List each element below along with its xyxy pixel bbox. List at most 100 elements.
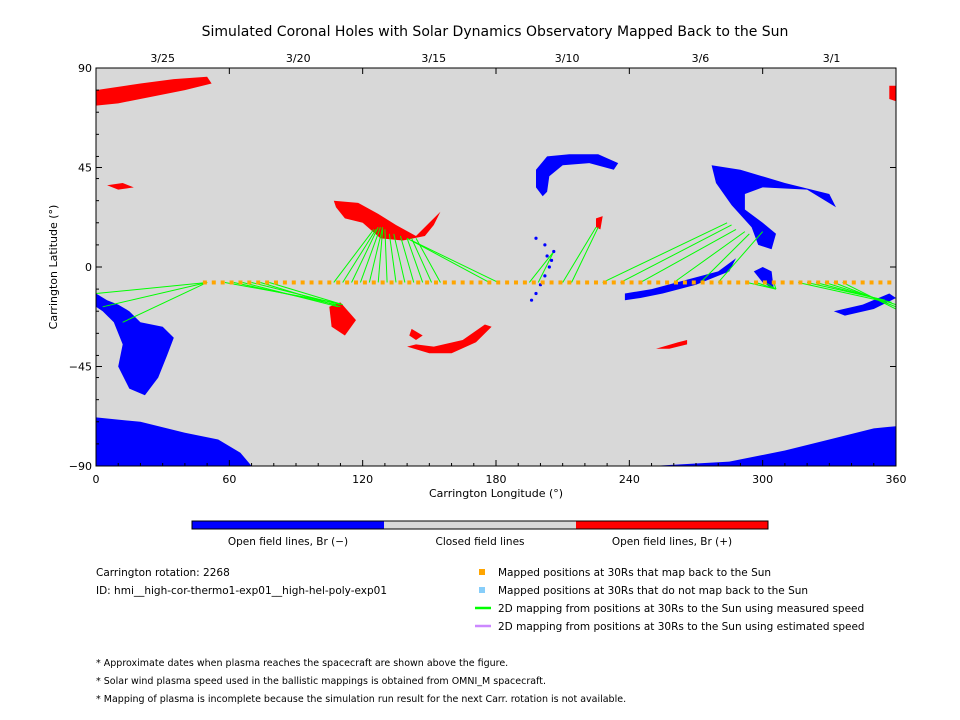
x-tick-label-1: 60: [222, 473, 236, 486]
y-tick-label-3: −45: [69, 361, 92, 374]
mapped-position-7: [265, 280, 270, 285]
mapped-position-30: [469, 280, 474, 285]
trail-point-7: [543, 243, 547, 247]
mapping-line-25: [537, 251, 555, 283]
y-axis-label: Carrington Latitude (°): [47, 205, 60, 330]
mapped-position-1: [211, 280, 216, 285]
colorbar-segment-2: [576, 521, 768, 529]
colorbar-label-positive: Open field lines, Br (+): [612, 536, 732, 548]
mapped-position-27: [442, 280, 447, 285]
y-tick-label-1: 45: [78, 162, 92, 175]
negative-coronal-hole-12: [624, 258, 736, 301]
mapping-line-43: [842, 282, 897, 310]
positive-coronal-hole-2: [107, 183, 134, 190]
x-tick-label-4: 240: [619, 473, 640, 486]
mapping-line-17: [393, 233, 406, 283]
mapped-position-29: [460, 280, 465, 285]
mapping-line-31: [673, 231, 746, 283]
positive-coronal-hole-1: [889, 85, 896, 102]
legend-estimated-label: 2D mapping from positions at 30Rs to the…: [498, 621, 865, 633]
mapped-position-76: [878, 280, 883, 285]
mapped-position-39: [549, 280, 554, 285]
legend-unmapped-marker: [479, 587, 485, 593]
mapped-position-8: [274, 280, 278, 285]
mapping-line-9: [333, 229, 375, 283]
mapped-position-2: [220, 280, 225, 285]
mapping-line-13: [368, 227, 384, 283]
mapped-position-37: [531, 280, 536, 285]
mapped-position-12: [309, 280, 314, 285]
colorbar-segment-0: [192, 521, 384, 529]
mapping-line-26: [562, 226, 597, 283]
mapped-position-25: [425, 280, 430, 285]
mapped-position-63: [762, 280, 767, 285]
mapped-position-33: [496, 280, 501, 285]
mapped-positions: [202, 280, 892, 285]
mapping-line-38: [798, 281, 879, 301]
mapped-position-61: [745, 280, 750, 285]
mapped-position-66: [789, 280, 794, 285]
mapped-position-9: [282, 280, 287, 285]
colorbar-segment-1: [384, 521, 576, 529]
mapped-position-3: [229, 280, 234, 285]
mapped-position-68: [807, 280, 812, 285]
mapping-line-28: [602, 222, 728, 283]
mapped-position-58: [718, 280, 723, 285]
mapped-position-4: [238, 280, 243, 285]
mapping-line-0: [95, 281, 208, 295]
mapped-position-11: [300, 280, 305, 285]
x-tick-label-6: 360: [886, 473, 907, 486]
mapped-position-56: [700, 280, 705, 285]
date-label-1: 3/20: [286, 52, 311, 65]
mapping-lines: [95, 222, 897, 323]
mapped-position-20: [380, 280, 385, 285]
mapped-position-67: [798, 280, 803, 285]
mapping-line-2: [122, 282, 208, 323]
mapping-line-14: [377, 229, 384, 283]
mapped-position-57: [709, 280, 714, 285]
mapped-position-69: [816, 280, 821, 285]
mapping-line-8: [269, 281, 343, 306]
mapping-line-16: [388, 233, 397, 283]
mapped-position-55: [691, 280, 696, 285]
trail-point-4: [547, 265, 551, 269]
mapped-position-50: [647, 280, 652, 285]
mapped-position-35: [514, 280, 518, 285]
mapped-position-24: [416, 280, 421, 285]
mapped-position-17: [354, 280, 358, 285]
mapping-line-7: [260, 281, 341, 308]
mapping-line-10: [342, 229, 377, 283]
mapped-position-65: [780, 280, 785, 285]
mapped-position-51: [656, 280, 661, 285]
mapped-position-5: [247, 280, 252, 285]
mapped-position-52: [665, 280, 670, 285]
mapped-position-46: [611, 280, 616, 285]
chart-title: Simulated Coronal Holes with Solar Dynam…: [202, 24, 789, 40]
mapped-position-60: [736, 280, 741, 285]
mapped-position-74: [860, 280, 865, 285]
legend-measured-label: 2D mapping from positions at 30Rs to the…: [498, 603, 864, 615]
mapping-line-29: [620, 224, 732, 283]
mapped-position-14: [327, 280, 332, 285]
negative-coronal-hole-14: [96, 293, 174, 396]
note-dates: * Approximate dates when plasma reaches …: [96, 658, 508, 669]
mapped-position-44: [594, 280, 598, 285]
mapped-position-54: [682, 280, 687, 285]
mapping-line-15: [384, 229, 388, 283]
date-label-5: 3/1: [823, 52, 841, 65]
mapping-line-32: [700, 233, 750, 283]
mapped-position-22: [398, 280, 403, 285]
mapping-line-1: [102, 281, 208, 308]
colorbar: [191, 520, 769, 530]
positive-coronal-hole-7: [596, 216, 603, 230]
mapped-position-18: [362, 280, 367, 285]
mapping-line-19: [406, 238, 424, 283]
mapping-line-42: [833, 282, 897, 308]
legend-mapped-marker: [479, 569, 485, 575]
mapped-position-28: [451, 280, 456, 285]
mapped-position-32: [487, 280, 492, 285]
y-axis: 90 45 0 −45 −90: [69, 62, 896, 473]
colorbar-label-negative: Open field lines, Br (−): [228, 536, 348, 548]
mapped-position-43: [585, 280, 590, 285]
